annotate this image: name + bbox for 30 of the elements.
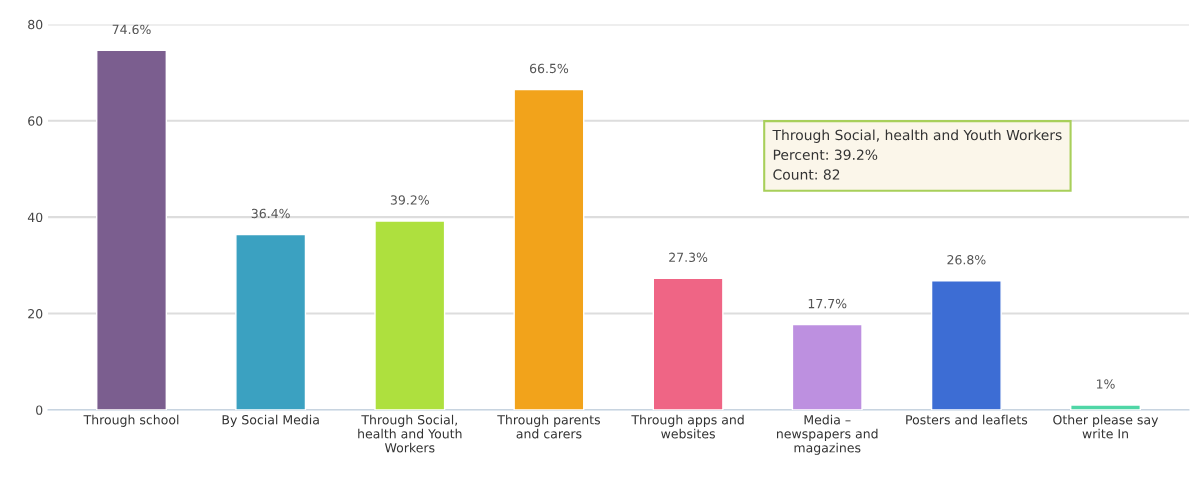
x-tick-label: Posters and leaflets xyxy=(906,414,1028,425)
x-tick-label: By Social Media xyxy=(222,414,319,427)
data-label: 74.6% xyxy=(112,24,151,35)
x-tick-label: Through parents and carers xyxy=(497,414,600,439)
x-tick-label: Through Social, health and Youth Workers xyxy=(358,414,462,453)
bar xyxy=(1070,404,1141,410)
data-label: 36.4% xyxy=(251,208,290,219)
y-tick-label: 40 xyxy=(27,212,43,223)
bar xyxy=(513,88,585,410)
y-tick-label: 60 xyxy=(28,116,43,126)
bar xyxy=(96,49,168,410)
x-tick-label: Media – newspapers and magazines xyxy=(777,414,878,455)
x-tick-label: Through school xyxy=(83,414,179,427)
bar xyxy=(374,220,446,410)
x-tick-label: Through apps and websites xyxy=(631,414,744,439)
data-label: 39.2% xyxy=(390,195,429,205)
y-tick-label: 80 xyxy=(28,19,43,30)
bar xyxy=(791,323,863,410)
data-label: 1% xyxy=(1096,379,1115,389)
data-label: 27.3% xyxy=(669,252,708,263)
data-label: 26.8% xyxy=(947,255,986,265)
bar xyxy=(652,277,724,410)
bar xyxy=(235,233,307,410)
y-tick-label: 0 xyxy=(36,405,43,415)
annotation: Through Social, health and Youth Workers Percent: 39.2% Count: 82 xyxy=(772,129,1062,180)
data-label: 66.5% xyxy=(529,63,569,74)
bar xyxy=(930,280,1002,410)
data-label: 17.7% xyxy=(808,298,847,309)
y-tick-label: 20 xyxy=(28,309,43,319)
x-tick-label: Other please say write In xyxy=(1053,414,1159,439)
